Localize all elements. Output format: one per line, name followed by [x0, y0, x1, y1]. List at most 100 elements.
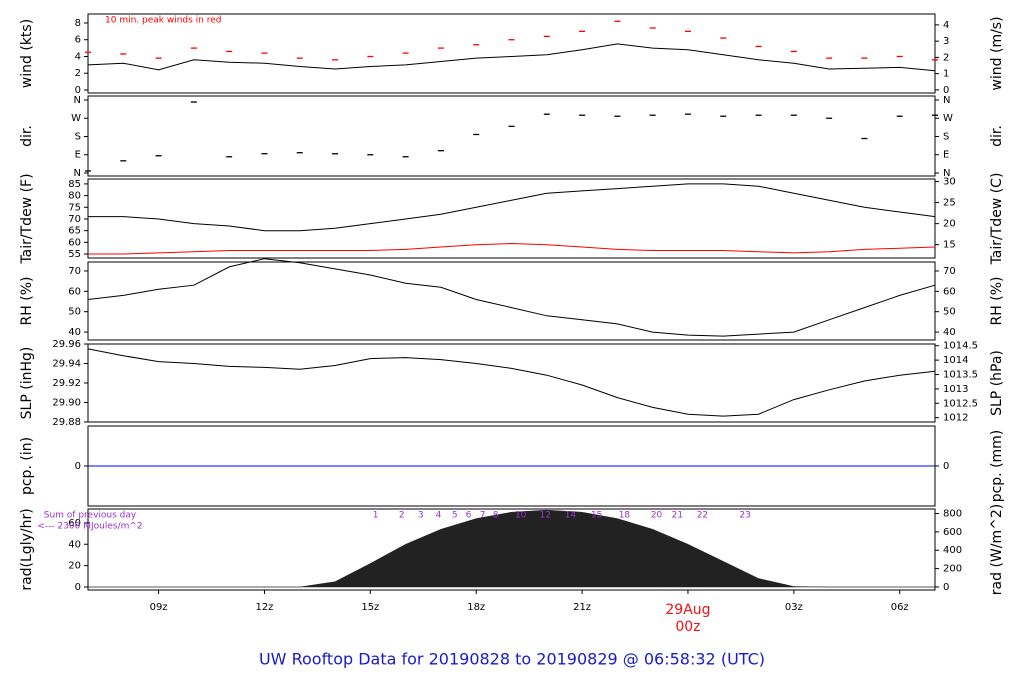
hour-label: 23	[739, 511, 750, 521]
y2-tick-label: 1012.5	[943, 398, 978, 409]
y2-tick-label: E	[943, 150, 949, 161]
x-tick-label: 15z	[361, 602, 379, 613]
y-tick-label: 0	[75, 582, 81, 593]
y2-tick-label: 40	[943, 327, 956, 338]
hour-label: 8	[493, 511, 499, 521]
y-tick-label: 55	[68, 249, 81, 260]
y2-tick-label: 3	[943, 36, 949, 47]
panel-frame	[87, 261, 936, 341]
hour-label: 10	[515, 511, 527, 521]
y-axis-title: rad(Lgly/hr)	[19, 508, 35, 590]
y2-axis-title: dir.	[989, 125, 1005, 147]
data-area	[87, 509, 936, 588]
y-tick-label: 70	[68, 214, 81, 225]
hour-label: 4	[436, 511, 442, 521]
y2-axis-title: pcp. (mm)	[989, 430, 1005, 503]
annotation: 10 min. peak winds in red	[105, 16, 222, 26]
y-tick-label: 50	[68, 307, 81, 318]
y2-tick-label: 0	[943, 85, 949, 96]
panel-frame	[87, 508, 936, 591]
y2-tick-label: 2	[943, 52, 949, 63]
hour-label: 22	[697, 511, 708, 521]
y2-tick-label: 1013.5	[943, 370, 978, 381]
y2-tick-label: W	[943, 113, 953, 124]
hour-label: 3	[418, 511, 424, 521]
y2-tick-label: 1013	[943, 384, 968, 395]
y-tick-label: W	[71, 113, 81, 124]
hour-label: 14	[565, 511, 577, 521]
y2-tick-label: 50	[943, 307, 956, 318]
y2-tick-label: N	[943, 95, 950, 106]
y2-tick-label: 4	[943, 20, 949, 31]
x-tick-label: 12z	[255, 602, 273, 613]
x-tick-label: 03z	[785, 602, 803, 613]
y2-tick-label: 15	[943, 240, 956, 251]
y2-tick-label: 25	[943, 198, 956, 209]
y-tick-label: 8	[75, 18, 81, 29]
hour-label: 12	[540, 511, 551, 521]
y-tick-label: 40	[68, 327, 81, 338]
x-tick-label: 00z	[675, 619, 700, 635]
y-tick-label: 4	[75, 51, 81, 62]
y2-tick-label: 1	[943, 69, 949, 80]
y-axis-title: dir.	[19, 125, 35, 147]
hour-label: 6	[466, 511, 472, 521]
y-tick-label: 60	[68, 286, 81, 297]
chart-title: UW Rooftop Data for 20190828 to 20190829…	[259, 650, 765, 669]
y-tick-label: 2	[75, 68, 81, 79]
hour-label: 15	[591, 511, 602, 521]
y2-tick-label: 20	[943, 219, 956, 230]
y2-tick-label: 400	[943, 545, 962, 556]
y-tick-label: 75	[68, 202, 81, 213]
hour-label: 20	[651, 511, 663, 521]
hour-label: 7	[480, 511, 486, 521]
hour-label: 18	[619, 511, 631, 521]
data-line	[87, 43, 936, 72]
y2-axis-title: wind (m/s)	[989, 16, 1005, 90]
hour-label: 21	[672, 511, 683, 521]
y-tick-label: S	[75, 131, 81, 142]
y-axis-title: pcp. (in)	[19, 437, 35, 495]
y-tick-label: 29.94	[52, 359, 81, 370]
y2-axis-title: SLP (hPa)	[989, 350, 1005, 416]
y-tick-label: 70	[68, 266, 81, 277]
note: Sum of previous day	[44, 511, 137, 521]
y2-tick-label: 30	[943, 177, 956, 188]
y2-tick-label: 600	[943, 527, 962, 538]
y2-tick-label: 0	[943, 461, 949, 472]
y-tick-label: 29.90	[52, 398, 81, 409]
data-line	[87, 348, 936, 417]
y-tick-label: 29.92	[52, 378, 81, 389]
y2-tick-label: 60	[943, 286, 956, 297]
y-tick-label: 20	[68, 561, 81, 572]
y-tick-label: E	[75, 150, 81, 161]
y-tick-label: 0	[75, 461, 81, 472]
y-tick-label: N	[74, 95, 81, 106]
y2-tick-label: 0	[943, 582, 949, 593]
y-tick-label: 40	[68, 539, 81, 550]
hour-label: 1	[373, 511, 379, 521]
x-tick-label: 06z	[891, 602, 909, 613]
date-label: 29Aug	[665, 602, 710, 618]
y2-tick-label: 1012	[943, 413, 968, 424]
x-tick-label: 09z	[150, 602, 168, 613]
y2-axis-title: RH (%)	[989, 277, 1005, 326]
x-tick-label: 18z	[467, 602, 485, 613]
y-tick-label: 80	[68, 191, 81, 202]
y2-axis-title: rad (W/m^2)	[989, 504, 1005, 595]
y-tick-label: 85	[68, 179, 81, 190]
y2-tick-label: N	[943, 168, 950, 179]
data-line	[88, 242, 936, 255]
y-tick-label: 0	[75, 85, 81, 96]
y-tick-label: 60	[68, 237, 81, 248]
y2-axis-title: Tair/Tdew (C)	[989, 173, 1005, 266]
note: <--- 2300 MJoules/m^2	[37, 522, 142, 532]
hour-label: 5	[452, 511, 458, 521]
data-line	[88, 183, 936, 232]
y-axis-title: RH (%)	[19, 277, 35, 326]
y-tick-label: 65	[68, 226, 81, 237]
y-tick-label: 60	[68, 518, 81, 529]
y-axis-title: Tair/Tdew (F)	[19, 173, 35, 264]
panel-frame	[87, 95, 936, 177]
